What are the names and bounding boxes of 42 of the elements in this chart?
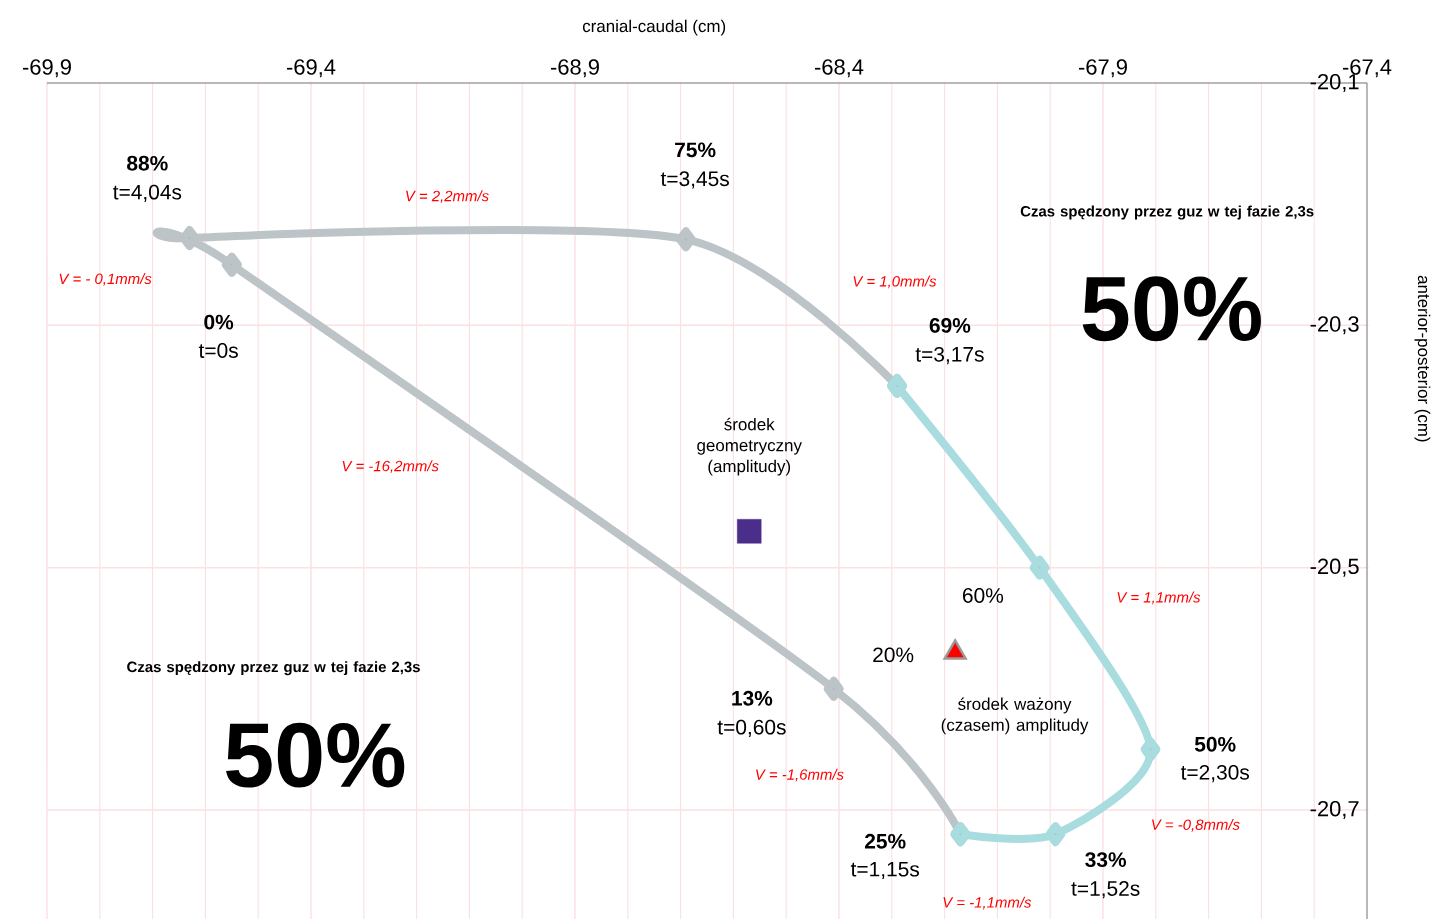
annotation: V = -0,8mm/s (1152, 819, 1240, 832)
annotation: t=2,30s (1180, 765, 1250, 783)
annotation: t=3,45s (660, 171, 729, 189)
annotation: V = -1,6mm/s (756, 768, 844, 782)
annotation: środek geometryczny (amplitudy) (697, 417, 802, 476)
x-tick-label: -67,9 (1078, 59, 1127, 78)
y-tick-label: -20,7 (1310, 801, 1359, 820)
annotation: Czas spędzony przez guz w tej fazie 2,3s (1020, 205, 1314, 220)
annotation: t=1,15s (850, 862, 920, 880)
annotation: t=3,17s (915, 347, 984, 365)
annotation: V = -1,1mm/s (943, 896, 1032, 910)
annotation: 25% (864, 833, 906, 849)
annotation: 60% (963, 588, 1004, 603)
annotation: 33% (1085, 852, 1127, 868)
annotation: 50% (226, 722, 405, 788)
annotation: V = 1,1mm/s (1117, 591, 1201, 605)
annotation: 13% (732, 690, 773, 706)
annotation: 88% (127, 155, 168, 171)
annotation: Czas spędzony przez guz w tej fazie 2,3s (127, 661, 420, 676)
annotation: V = - 0,1mm/s (59, 273, 152, 286)
annotation: 50% (1194, 736, 1236, 752)
y-tick-label: -20,3 (1310, 316, 1359, 335)
annotation: V = -16,2mm/s (342, 460, 439, 474)
x-tick-label: -69,9 (22, 59, 71, 78)
x-tick-label: -68,4 (814, 59, 864, 78)
annotation: 50% (1082, 276, 1261, 342)
y-axis-title: anterior-posterior (cm) (1414, 275, 1431, 442)
annotation: V = 1,0mm/s (853, 275, 937, 289)
annotation: t=0s (198, 343, 238, 359)
annotation: t=0,60s (717, 719, 786, 738)
annotation: t=1,52s (1071, 881, 1140, 899)
annotation: 69% (929, 318, 971, 333)
annotation: V = 2,2mm/s (406, 190, 489, 204)
x-axis-title: cranial-caudal (cm) (582, 19, 726, 36)
annotation: 75% (675, 142, 716, 158)
annotation: środek ważony (czasem) amplitudy (941, 697, 1089, 735)
x-tick-label: -68,9 (550, 59, 599, 78)
x-tick-label: -69,4 (286, 59, 336, 78)
y-tick-label: -20,5 (1310, 558, 1359, 577)
annotation: 0% (204, 314, 234, 330)
annotation: t=4,04s (113, 184, 182, 203)
annotation: 20% (873, 647, 914, 663)
